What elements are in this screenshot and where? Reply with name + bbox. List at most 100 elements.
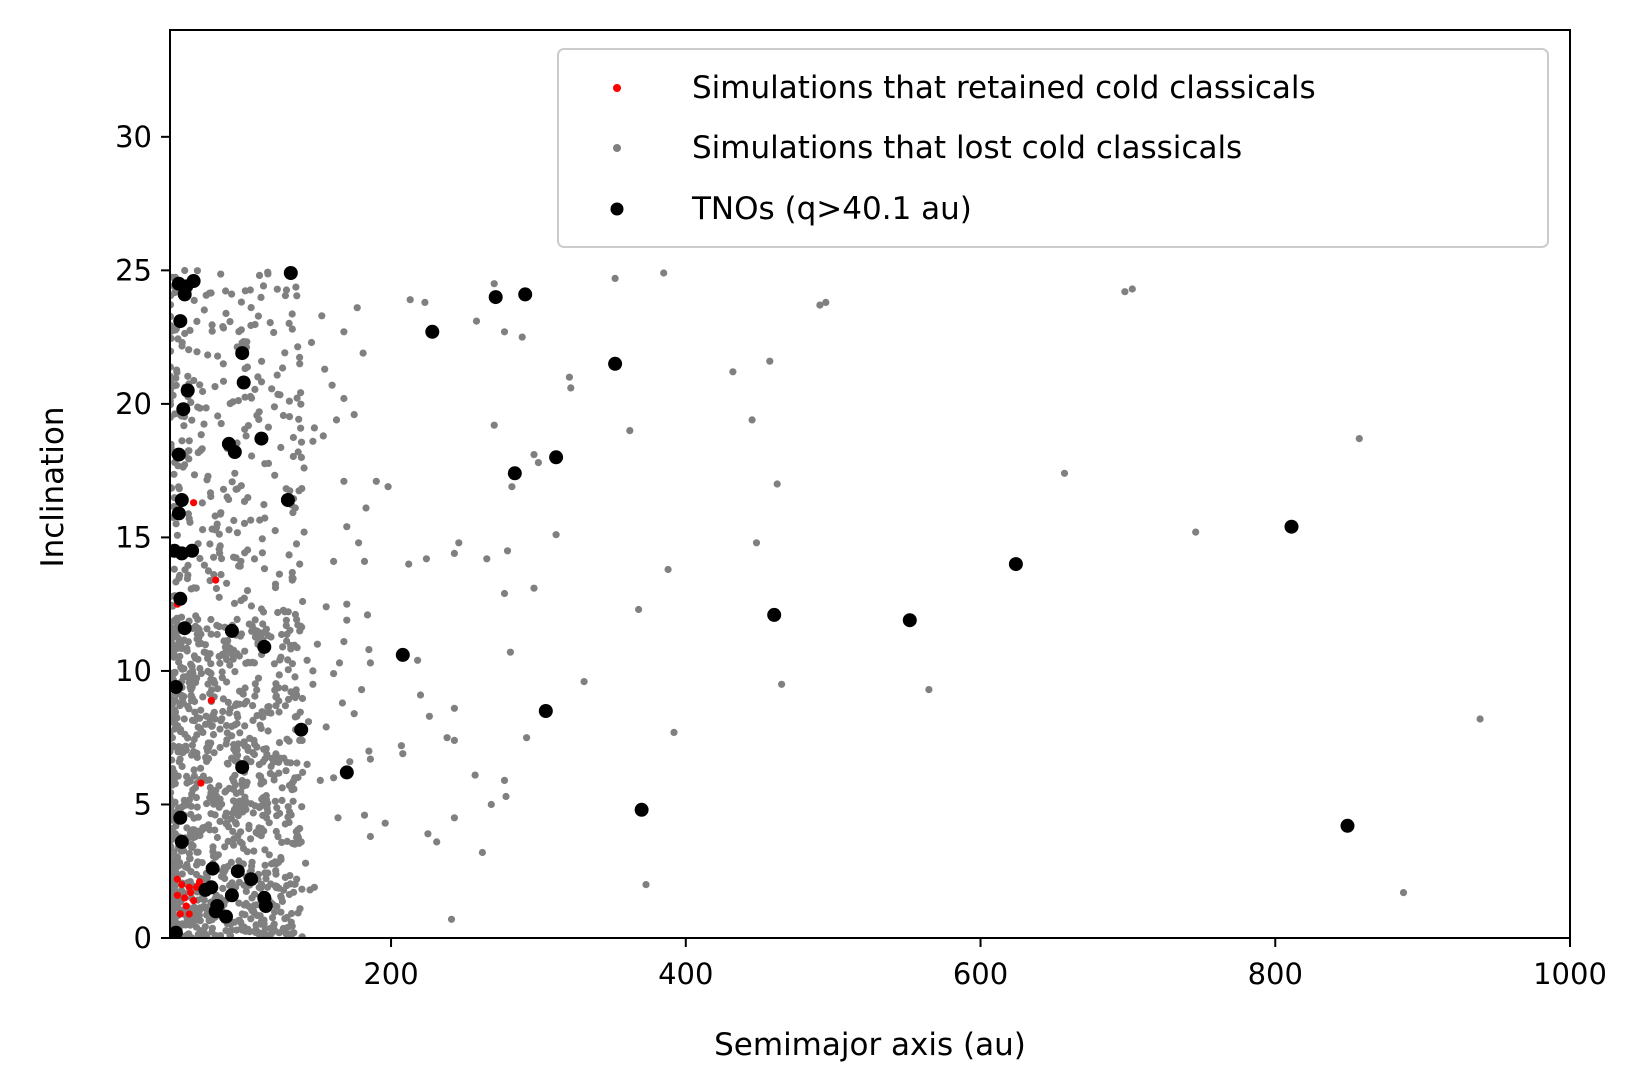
point-lost-dense — [200, 306, 208, 314]
point-lost-dense — [213, 630, 221, 639]
point-lost-dense — [219, 485, 228, 493]
point-lost-dense — [208, 686, 216, 694]
point-tno — [608, 356, 623, 371]
point-lost-dense — [290, 641, 298, 649]
point-lost-dense — [211, 526, 219, 534]
point-lost-dense — [171, 565, 178, 573]
point-lost-dense — [267, 762, 275, 771]
point-lost-dense — [282, 616, 290, 624]
point-lost-dense — [291, 713, 299, 721]
point-lost — [552, 531, 560, 539]
point-lost-dense — [234, 397, 242, 405]
point-lost-dense — [239, 690, 247, 698]
point-lost-dense — [234, 740, 242, 748]
point-lost-dense — [218, 668, 226, 676]
point-lost — [285, 397, 293, 405]
point-tno — [634, 802, 649, 817]
point-lost-dense — [243, 363, 251, 371]
point-lost-dense — [209, 843, 217, 851]
point-lost-dense — [204, 567, 213, 575]
point-lost-dense — [238, 926, 247, 934]
point-lost — [343, 616, 351, 624]
point-lost-dense — [258, 825, 266, 833]
point-lost-dense — [241, 393, 249, 401]
point-lost-dense — [247, 394, 256, 402]
point-tno — [488, 290, 503, 305]
point-lost-dense — [271, 471, 279, 479]
point-lost-dense — [298, 885, 306, 893]
point-lost — [450, 814, 458, 822]
point-lost-dense — [171, 798, 179, 806]
point-lost-dense — [234, 832, 242, 840]
point-lost-dense — [172, 520, 180, 528]
point-lost-dense — [210, 553, 218, 561]
point-lost-dense — [249, 809, 257, 817]
point-lost-dense — [255, 271, 264, 279]
point-lost-dense — [215, 803, 223, 811]
point-lost-dense — [186, 326, 194, 334]
point-lost — [338, 699, 346, 707]
point-lost — [416, 691, 425, 699]
point-lost-dense — [198, 859, 206, 867]
point-lost-dense — [189, 842, 197, 850]
legend-label-lost: Simulations that lost cold classicals — [692, 130, 1242, 166]
point-lost-dense — [186, 878, 194, 886]
point-lost-dense — [185, 515, 193, 523]
y-axis-label: Inclination — [35, 406, 71, 567]
point-lost-dense — [171, 692, 175, 701]
point-lost — [487, 800, 495, 809]
point-lost-dense — [199, 772, 207, 780]
point-lost — [290, 929, 298, 937]
point-lost-dense — [171, 734, 176, 742]
point-lost-dense — [262, 625, 270, 633]
point-lost-dense — [247, 516, 255, 524]
point-lost-dense — [225, 495, 233, 503]
point-lost — [822, 298, 830, 306]
point-lost — [752, 539, 761, 547]
point-lost — [729, 368, 737, 376]
point-lost-dense — [258, 535, 266, 543]
point-lost — [508, 483, 516, 491]
point-retained — [178, 881, 186, 889]
point-lost-dense — [171, 789, 175, 797]
point-lost-dense — [261, 755, 269, 763]
point-lost-dense — [183, 673, 191, 681]
point-lost-dense — [244, 422, 252, 430]
point-lost — [296, 627, 304, 635]
point-lost-dense — [297, 438, 306, 446]
point-lost-dense — [176, 728, 185, 736]
point-lost-dense — [202, 404, 210, 412]
point-lost-dense — [192, 861, 201, 869]
point-lost-dense — [171, 301, 175, 309]
point-lost-dense — [296, 353, 304, 361]
point-lost-dense — [194, 848, 202, 856]
point-tno — [185, 543, 200, 558]
point-lost-dense — [197, 431, 205, 439]
point-lost — [365, 646, 373, 654]
point-lost-dense — [230, 841, 238, 849]
point-lost-dense — [219, 324, 228, 332]
point-tno — [395, 647, 410, 662]
point-lost-dense — [251, 680, 259, 688]
point-tno — [204, 880, 219, 895]
point-lost-dense — [261, 460, 269, 468]
point-lost-dense — [223, 579, 231, 587]
point-tno — [174, 834, 189, 849]
point-lost-dense — [190, 471, 199, 479]
point-lost-dense — [278, 630, 286, 639]
point-lost-dense — [243, 755, 251, 763]
point-lost-dense — [232, 819, 240, 827]
point-lost-dense — [296, 708, 304, 716]
point-lost — [660, 269, 668, 277]
point-lost-dense — [171, 400, 175, 408]
point-lost — [523, 734, 531, 742]
point-tno — [171, 506, 186, 521]
point-lost — [358, 686, 366, 694]
point-lost-dense — [185, 930, 193, 937]
point-lost-dense — [230, 553, 238, 561]
point-lost-dense — [215, 623, 223, 631]
x-tick-label: 200 — [363, 957, 418, 991]
point-retained — [182, 902, 190, 910]
point-lost-dense — [178, 437, 186, 445]
point-lost — [421, 298, 429, 306]
